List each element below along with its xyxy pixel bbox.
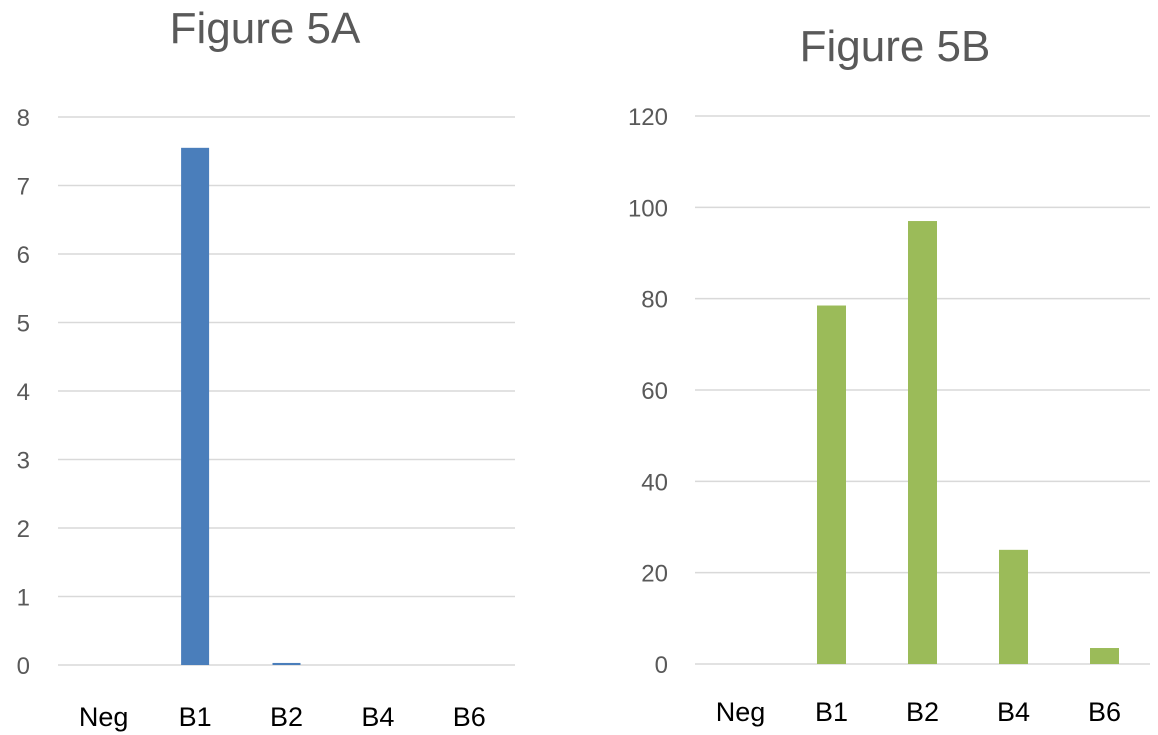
chart-1-bar-b1 — [817, 305, 846, 664]
chart-1-y-tick-label: 120 — [628, 104, 668, 131]
chart-0-y-tick-label: 8 — [17, 105, 30, 132]
chart-1-y-tick-label: 20 — [641, 561, 668, 588]
chart-0-y-tick-label: 5 — [17, 311, 30, 338]
chart-0-category-label: Neg — [79, 702, 129, 732]
chart-0-category-label: B4 — [361, 702, 394, 732]
chart-panel-5a: Figure 5A 0 1 2 3 4 5 6 7 8 Neg B1 B2 B4 B6 — [0, 0, 560, 735]
chart-1-y-tick-label: 40 — [641, 469, 668, 496]
chart-0-y-tick-label: 7 — [17, 174, 30, 201]
chart-0-y-tick-label: 4 — [17, 379, 30, 406]
chart-1-category-label: Neg — [716, 697, 766, 727]
chart-1-y-tick-label: 60 — [641, 378, 668, 405]
chart-0-category-label: B1 — [179, 702, 212, 732]
chart-1-bar-b4 — [999, 549, 1028, 664]
chart-1-category-label: B6 — [1088, 697, 1121, 727]
chart-0-y-tick-label: 1 — [17, 585, 30, 612]
chart-0-y-tick-label: 0 — [17, 653, 30, 680]
bar-chart-5a: 0 1 2 3 4 5 6 7 8 Neg B1 B2 B4 B6 — [17, 105, 515, 732]
chart-1-y-tick-label: 100 — [628, 195, 668, 222]
chart-1-category-label: B2 — [906, 697, 939, 727]
chart-1-y-tick-label: 80 — [641, 287, 668, 314]
chart-1-bar-b6 — [1090, 648, 1119, 664]
chart-1-y-tick-label: 0 — [655, 652, 668, 679]
chart-1-category-label: B4 — [997, 697, 1030, 727]
chart-panel-5b: Figure 5B 0 20 40 60 80 100 120 Neg B1 B2 B4 B6 — [580, 0, 1158, 735]
chart-0-category-label: B6 — [453, 702, 486, 732]
bar-chart-5b: 0 20 40 60 80 100 120 Neg B1 B2 B4 B6 — [628, 104, 1150, 727]
chart-0-y-tick-label: 3 — [17, 448, 30, 475]
chart-1-category-label: B1 — [815, 697, 848, 727]
chart-0-category-label: B2 — [270, 702, 303, 732]
chart-0-y-tick-label: 2 — [17, 516, 30, 543]
chart-title-5a: Figure 5A — [169, 4, 361, 53]
chart-title-5b: Figure 5B — [799, 22, 991, 71]
chart-0-bar-b1 — [181, 147, 210, 665]
chart-0-y-tick-label: 6 — [17, 242, 30, 269]
chart-0-bar-b2 — [272, 662, 301, 665]
chart-1-bar-b2 — [908, 221, 937, 665]
